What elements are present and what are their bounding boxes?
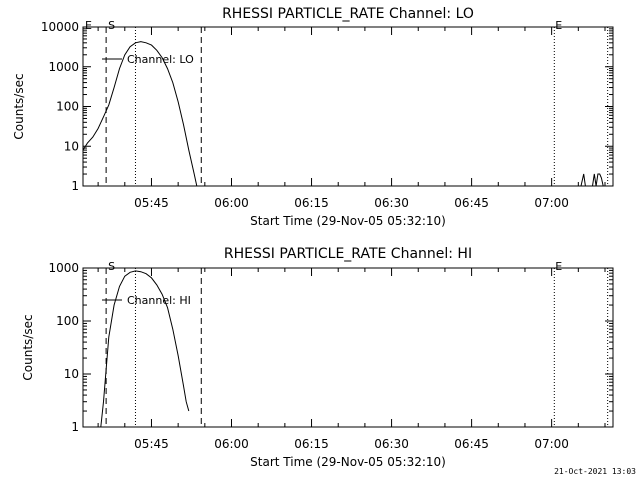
chart-panel: RHESSI PARTICLE_RATE Channel: HI Start Ti… xyxy=(21,246,614,469)
chart-panels: RHESSI PARTICLE_RATE Channel: LO Start Ti… xyxy=(12,6,614,469)
x-tick-label: 06:15 xyxy=(294,196,329,210)
y-tick-label: 10000 xyxy=(41,20,79,34)
y-tick-label: 1 xyxy=(71,179,79,193)
y-tick-label: 10 xyxy=(64,139,79,153)
plot-frame xyxy=(82,267,614,428)
x-tick-label: 06:00 xyxy=(214,437,249,451)
y-axis-label: Counts/sec xyxy=(12,73,26,139)
flag-s: S xyxy=(108,260,115,273)
series-line xyxy=(580,173,586,187)
x-tick-label: 07:00 xyxy=(534,437,569,451)
x-tick-label: 06:15 xyxy=(294,437,329,451)
x-tick-label: 06:30 xyxy=(374,437,409,451)
series-line xyxy=(100,270,190,428)
y-tick-label: 10 xyxy=(64,367,79,381)
chart-title: RHESSI PARTICLE_RATE Channel: HI xyxy=(224,246,472,262)
x-tick-label: 07:00 xyxy=(534,196,569,210)
x-tick-label: 06:45 xyxy=(454,437,489,451)
y-tick-label: 100 xyxy=(56,100,79,114)
chart-panel: RHESSI PARTICLE_RATE Channel: LO Start Ti… xyxy=(12,6,614,228)
x-tick-label: 06:00 xyxy=(214,196,249,210)
x-axis-label: Start Time (29-Nov-05 05:32:10) xyxy=(250,455,446,469)
series-line xyxy=(82,41,198,187)
y-tick-label: 1000 xyxy=(48,261,79,275)
series-line xyxy=(592,173,604,187)
x-axis-label: Start Time (29-Nov-05 05:32:10) xyxy=(250,214,446,228)
x-tick-label: 06:30 xyxy=(374,196,409,210)
legend-label: Channel: HI xyxy=(127,294,191,307)
y-axis-label: Counts/sec xyxy=(21,314,35,380)
x-tick-label: 05:45 xyxy=(134,196,169,210)
flag-e: E xyxy=(555,260,562,273)
y-tick-label: 1 xyxy=(71,420,79,434)
y-tick-label: 100 xyxy=(56,314,79,328)
chart-title: RHESSI PARTICLE_RATE Channel: LO xyxy=(222,6,474,22)
x-tick-label: 05:45 xyxy=(134,437,169,451)
y-tick-label: 1000 xyxy=(48,60,79,74)
x-tick-label: 06:45 xyxy=(454,196,489,210)
flag-e-left: E xyxy=(85,19,92,32)
legend-label: Channel: LO xyxy=(127,53,194,66)
flag-e: E xyxy=(555,19,562,32)
flag-s: S xyxy=(108,19,115,32)
timestamp: 21-Oct-2021 13:03 xyxy=(554,467,636,476)
